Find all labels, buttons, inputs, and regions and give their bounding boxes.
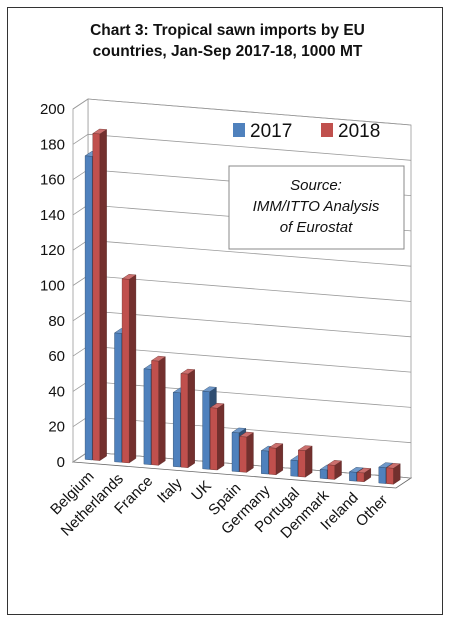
y-tick-label: 60 xyxy=(48,348,65,365)
bar-front-face xyxy=(180,373,189,468)
bar-2018-belgium xyxy=(92,128,108,461)
bar-front-face xyxy=(290,459,298,477)
bar-front-face xyxy=(143,368,152,465)
y-axis-tick-labels: 0 20 40 60 80 100 120 140 160 180 200 xyxy=(40,101,65,471)
bar-front-face xyxy=(84,155,93,461)
bar-front-face xyxy=(356,472,365,483)
bar-side-face xyxy=(305,445,313,478)
bar-side-face xyxy=(99,129,107,461)
bar-2018-ireland xyxy=(356,467,372,483)
bar-front-face xyxy=(231,432,240,473)
bar-2018-italy xyxy=(180,368,196,469)
bar-front-face xyxy=(327,464,335,480)
bar-front-face xyxy=(268,447,277,476)
gridline xyxy=(72,98,412,126)
gridline xyxy=(72,133,412,161)
bar-front-face xyxy=(114,332,122,463)
bar-front-face xyxy=(386,467,394,485)
bar-front-face xyxy=(121,278,130,464)
y-tick-label: 40 xyxy=(48,383,65,400)
bar-front-face xyxy=(261,450,269,475)
y-tick-label: 120 xyxy=(40,242,65,259)
bar-side-face xyxy=(187,369,195,469)
annotation-box xyxy=(228,165,405,250)
bar-front-face xyxy=(202,390,210,470)
legend-label-2017: 2017 xyxy=(250,121,292,142)
bar-2018-denmark xyxy=(327,460,343,480)
x-tick-label: Italy xyxy=(154,475,186,507)
source-annotation: Source: IMM/ITTO Analysis of Eurostat xyxy=(228,165,405,250)
bar-2018-germany xyxy=(268,442,284,476)
bar-2018-netherlands xyxy=(121,274,137,464)
bar-2018-portugal xyxy=(297,445,313,478)
chart-title-line-2: countries, Jan-Sep 2017-18, 1000 MT xyxy=(92,43,363,60)
chart-title-line-1: Chart 3: Tropical sawn imports by EU xyxy=(90,22,365,39)
bar-front-face xyxy=(151,360,159,466)
y-tick-label: 140 xyxy=(40,207,65,224)
bar-side-face xyxy=(275,443,283,476)
bar-front-face xyxy=(298,449,306,478)
annotation-line: IMM/ITTO Analysis xyxy=(253,198,380,215)
legend-label-2018: 2018 xyxy=(338,121,380,142)
chart-title: Chart 3: Tropical sawn imports by EU cou… xyxy=(0,20,455,62)
legend: 2017 2018 xyxy=(233,121,380,142)
bar-2018-france xyxy=(150,355,166,466)
y-tick-label: 0 xyxy=(57,454,65,471)
bar-side-face xyxy=(246,432,254,473)
y-tick-label: 180 xyxy=(40,136,65,153)
y-tick-label: 100 xyxy=(40,278,65,295)
bar-front-face xyxy=(239,436,247,473)
bar-front-face xyxy=(209,407,218,471)
y-tick-label: 80 xyxy=(48,313,65,330)
bar-front-face xyxy=(378,466,386,484)
annotation-line: of Eurostat xyxy=(280,219,353,236)
y-tick-label: 160 xyxy=(40,172,65,189)
annotation-line: Source: xyxy=(290,177,342,194)
bar-side-face xyxy=(158,356,166,466)
bar-front-face xyxy=(172,392,181,468)
x-tick-label: Other xyxy=(353,492,392,531)
bars xyxy=(84,128,401,485)
y-tick-label: 20 xyxy=(48,419,65,436)
y-tick-label: 200 xyxy=(40,101,65,118)
bar-front-face xyxy=(319,469,328,480)
legend-swatch-2018 xyxy=(321,123,333,137)
bar-2018-uk xyxy=(209,402,225,471)
bar-side-face xyxy=(217,403,225,471)
legend-swatch-2017 xyxy=(233,123,245,137)
bar-side-face xyxy=(128,274,137,464)
bar-front-face xyxy=(92,133,101,461)
bar-front-face xyxy=(349,471,357,482)
bar-2018-other xyxy=(385,463,401,485)
bar-2018-spain xyxy=(239,431,254,473)
